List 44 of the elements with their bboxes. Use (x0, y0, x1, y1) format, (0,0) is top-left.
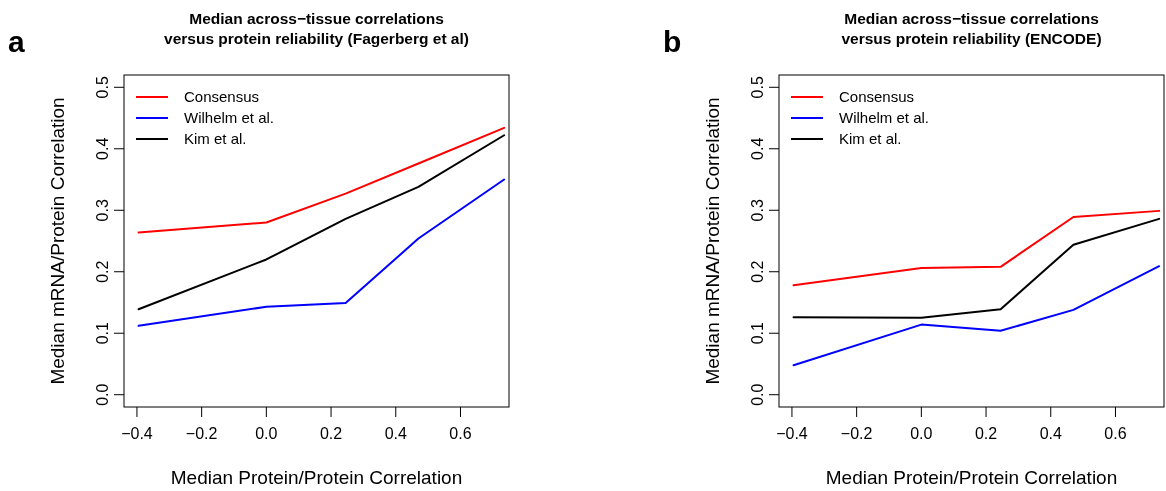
text: a (8, 25, 25, 58)
chart-title: Median across−tissue correlations versus protein reliability (ENCODE) (841, 10, 1102, 47)
chart-title: Median across−tissue correlations versus protein reliability (Fagerberg et al) (164, 10, 469, 47)
legend-label: Wilhelm et al. (184, 109, 275, 126)
line-series (137, 134, 506, 311)
line-series (137, 178, 506, 327)
legend-label: Kim et al. (839, 130, 902, 147)
x-tick-label: −0.2 (185, 425, 218, 442)
legend-label: Kim et al. (184, 130, 247, 147)
x-tick-label: 0.0 (910, 425, 933, 442)
legend-label: Wilhelm et al. (839, 109, 930, 126)
x-tick-label: 0.6 (1104, 425, 1127, 442)
x-tick-label: 0.4 (384, 425, 407, 442)
y-tick-label: 0.5 (94, 76, 111, 99)
y-tick-label: 0.0 (94, 383, 111, 406)
x-tick-label: −0.2 (840, 425, 873, 442)
line-series (792, 217, 1161, 319)
x-axis-title: Median Protein/Protein Correlation (170, 467, 463, 488)
x-tick-label: −0.4 (776, 425, 808, 442)
x-tick-label: 0.6 (449, 425, 472, 442)
y-tick-label: 0.2 (94, 260, 111, 283)
y-tick-label: 0.2 (749, 260, 766, 283)
legend-label: Consensus (839, 88, 915, 105)
y-tick-label: 0.1 (749, 322, 766, 345)
x-tick-label: 0.4 (1039, 425, 1062, 442)
text: b (663, 25, 682, 58)
y-tick-label: 0.0 (749, 383, 766, 406)
x-tick-label: 0.2 (319, 425, 343, 442)
y-tick-label: 0.4 (749, 137, 766, 160)
line-series (137, 126, 506, 234)
y-tick-label: 0.3 (749, 199, 766, 222)
y-tick-label: 0.3 (94, 199, 111, 222)
y-axis-title: Median mRNA/Protein Correlation (702, 97, 723, 385)
x-tick-label: 0.2 (974, 425, 998, 442)
y-tick-label: 0.4 (94, 137, 111, 160)
x-axis-title: Median Protein/Protein Correlation (825, 467, 1118, 488)
legend-label: Consensus (184, 88, 260, 105)
y-tick-label: 0.5 (749, 76, 766, 99)
line-series (792, 265, 1161, 367)
line-series (792, 209, 1161, 287)
y-tick-label: 0.1 (94, 322, 111, 345)
x-tick-label: 0.0 (255, 425, 278, 442)
x-tick-label: −0.4 (121, 425, 153, 442)
y-axis-title: Median mRNA/Protein Correlation (47, 97, 68, 385)
